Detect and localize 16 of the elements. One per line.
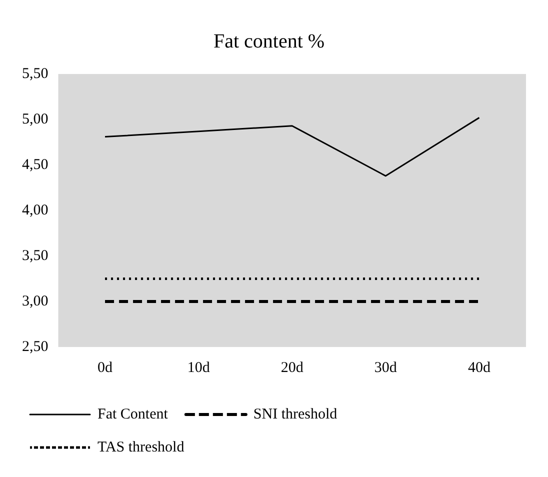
y-tick-label: 4,00 <box>22 202 48 218</box>
x-tick-label: 30d <box>374 360 398 376</box>
y-tick-label: 5,00 <box>22 111 48 128</box>
x-tick-label: 20d <box>280 360 304 376</box>
legend-label: Fat Content <box>98 406 169 422</box>
y-tick-label: 3,00 <box>22 293 48 310</box>
legend-label: TAS threshold <box>98 439 185 456</box>
x-tick-label: 10d <box>187 360 210 376</box>
legend-label: SNI threshold <box>253 406 338 422</box>
chart-title: Fat content % <box>213 30 325 52</box>
x-tick-label: 0d <box>98 360 114 376</box>
y-tick-label: 4,50 <box>22 156 48 173</box>
y-tick-label: 2,50 <box>22 338 48 355</box>
y-tick-label: 5,50 <box>22 66 48 82</box>
x-tick-label: 40d <box>468 360 491 376</box>
y-tick-label: 3,50 <box>22 248 48 264</box>
